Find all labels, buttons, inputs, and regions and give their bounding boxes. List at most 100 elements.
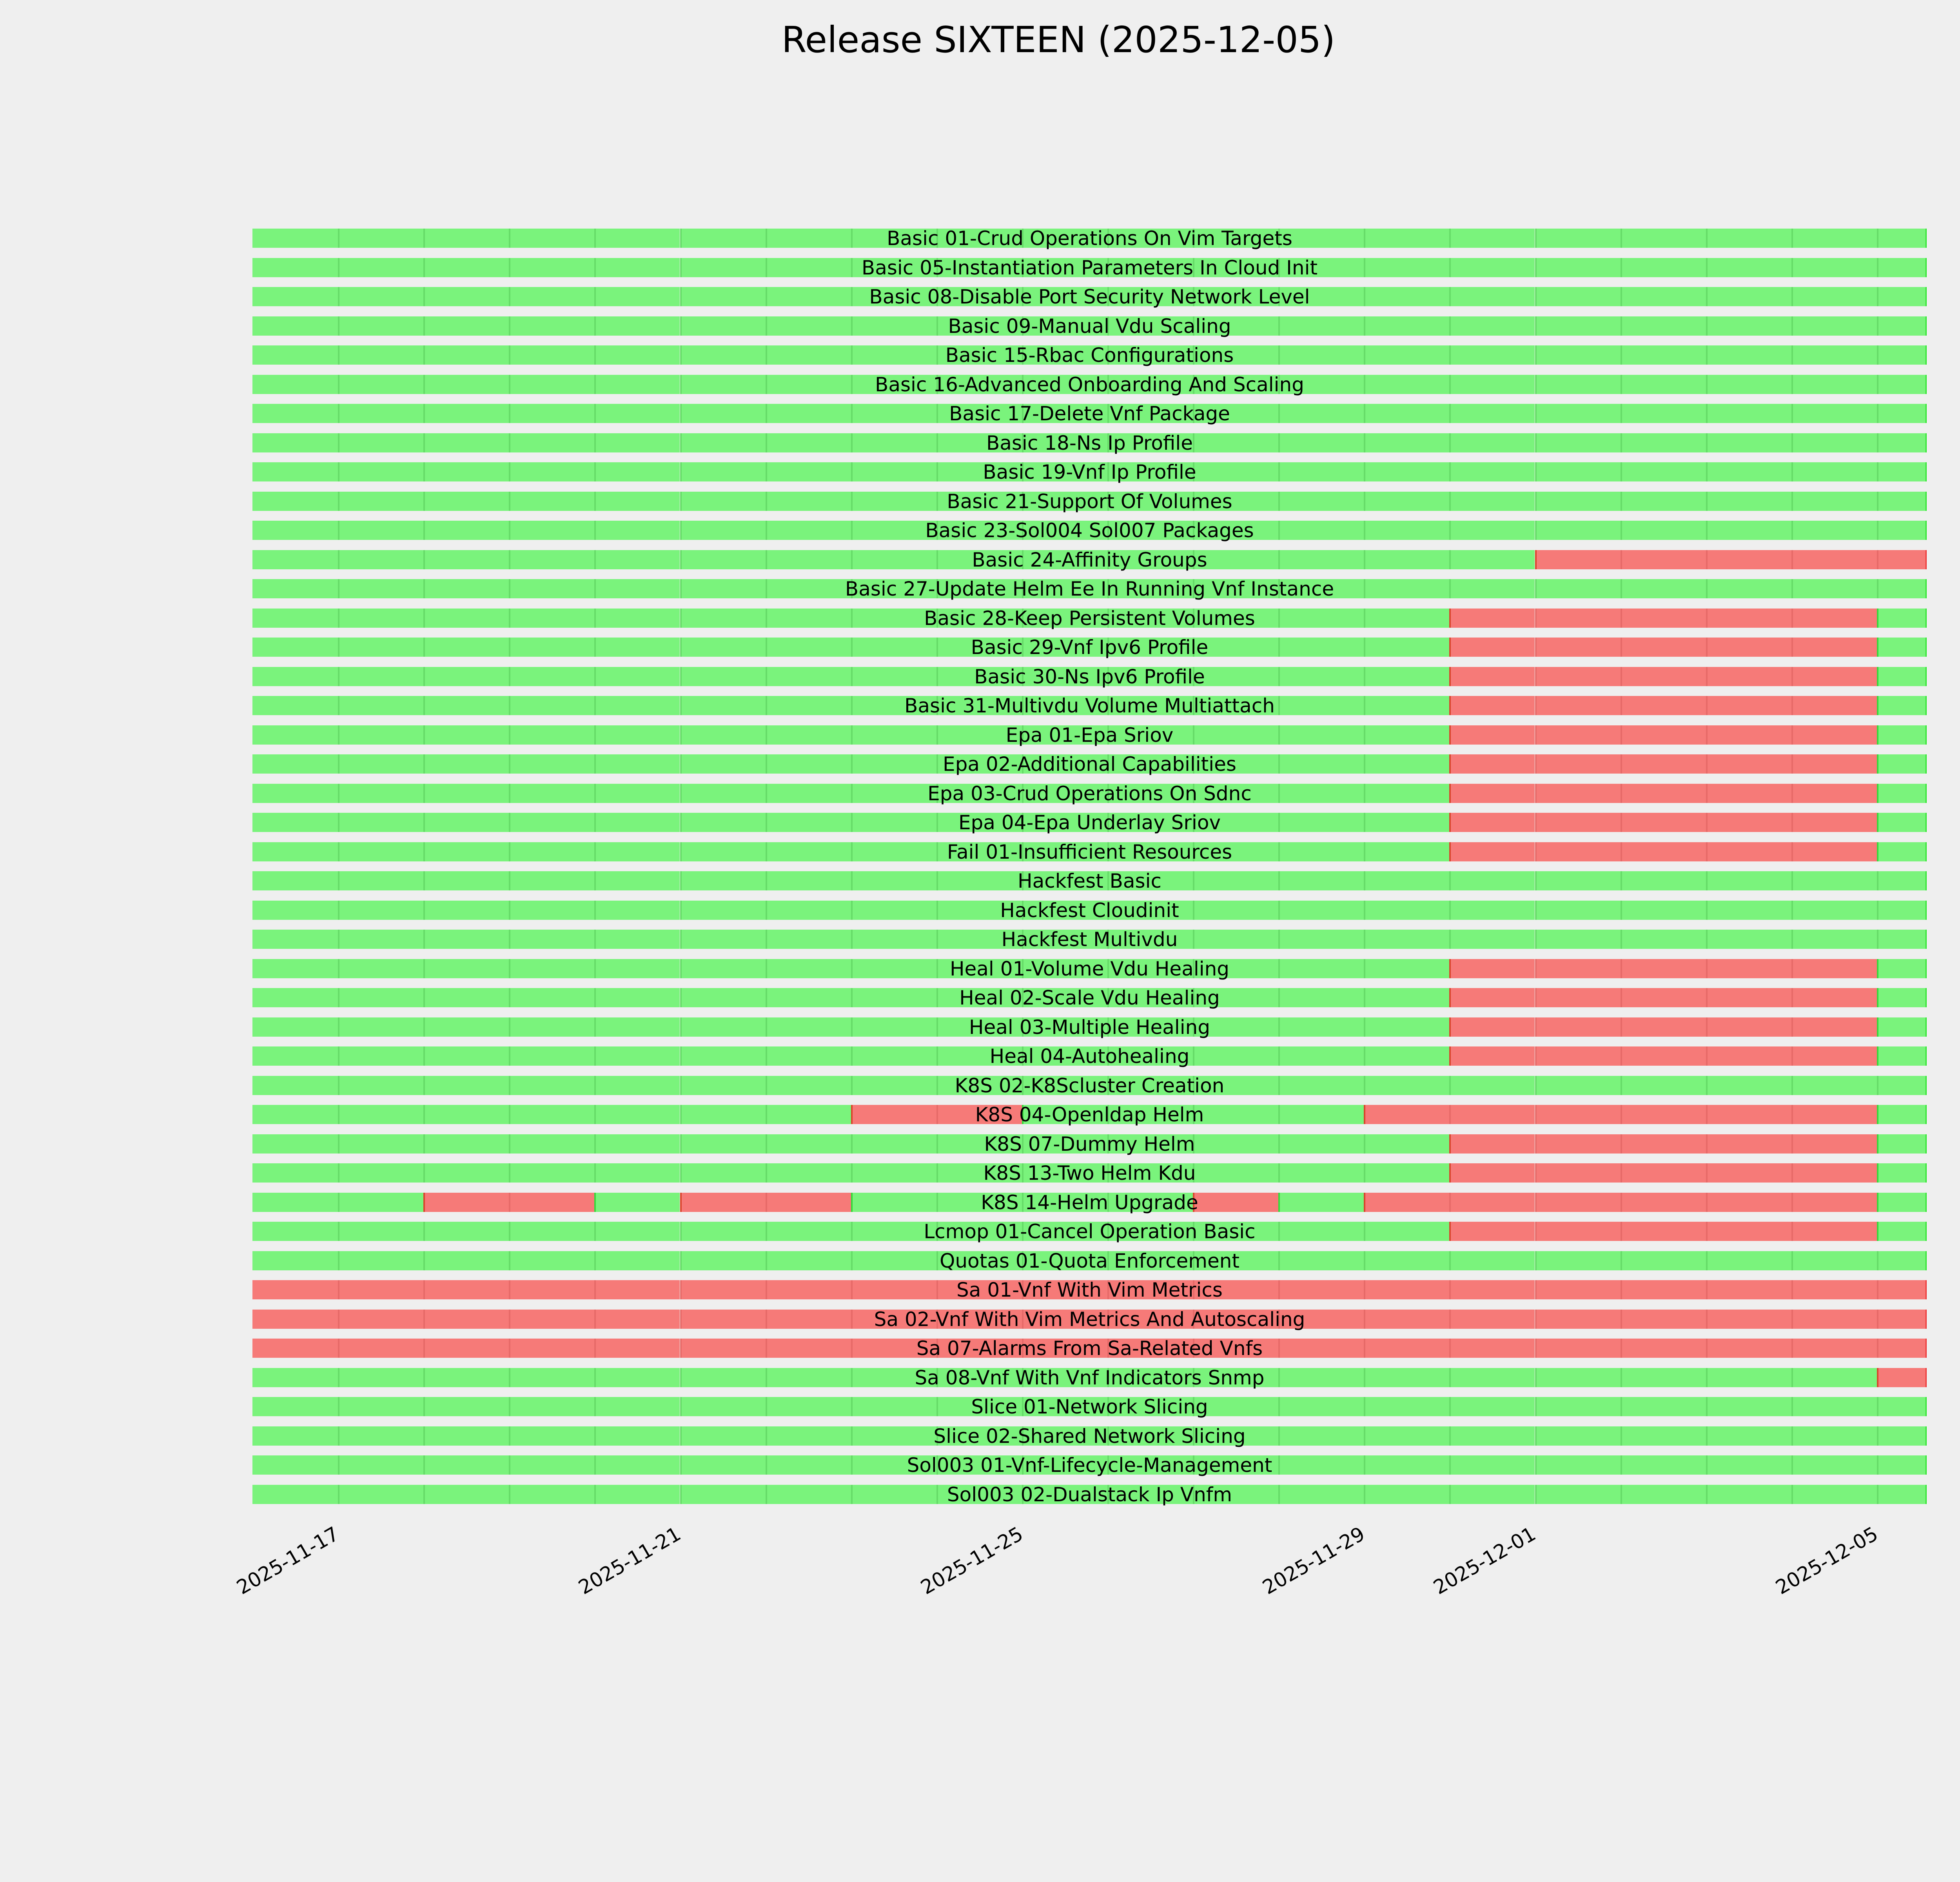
day-cell-fail	[1535, 1309, 1621, 1329]
day-cell-pass	[680, 521, 766, 540]
day-cell-pass	[765, 930, 851, 949]
day-cell-pass	[1449, 579, 1535, 598]
day-cell-pass	[765, 404, 851, 423]
day-cell-pass	[1022, 638, 1107, 657]
day-cell-pass	[423, 783, 509, 803]
day-cell-pass	[1278, 1192, 1364, 1212]
day-cell-pass	[1022, 1368, 1107, 1387]
day-cell-pass	[423, 930, 509, 949]
day-cell-pass	[1877, 1163, 1927, 1183]
day-cell-pass	[252, 316, 338, 336]
test-row: Sa 01-Vnf With Vim Metrics	[252, 1279, 1927, 1301]
day-cell-fail	[1706, 1222, 1791, 1241]
day-cell-fail	[1449, 842, 1535, 861]
day-cell-fail	[1791, 1309, 1877, 1329]
day-cell-pass	[1022, 1484, 1107, 1504]
day-cell-pass	[1107, 1046, 1193, 1066]
day-cell-pass	[594, 229, 680, 248]
day-cell-pass	[252, 608, 338, 628]
day-cell-pass	[1364, 696, 1450, 715]
day-cell-pass	[1107, 871, 1193, 890]
day-cell-pass	[423, 754, 509, 774]
day-cell-fail	[1535, 1280, 1621, 1299]
day-cell-pass	[423, 404, 509, 423]
day-cell-pass	[680, 1046, 766, 1066]
day-cell-fail	[1193, 1309, 1279, 1329]
day-cell-pass	[1364, 638, 1450, 657]
day-cell-pass	[680, 491, 766, 511]
day-cell-fail	[594, 1280, 680, 1299]
day-cell-fail	[1791, 959, 1877, 978]
day-cell-pass	[1364, 1075, 1450, 1095]
test-row: Lcmop 01-Cancel Operation Basic	[252, 1222, 1927, 1242]
day-cell-pass	[1278, 258, 1364, 277]
day-cell-pass	[1620, 1484, 1706, 1504]
day-cell-pass	[1278, 1484, 1364, 1504]
day-cell-pass	[1706, 1075, 1791, 1095]
day-cell-pass	[423, 667, 509, 686]
day-cell-pass	[1706, 404, 1791, 423]
day-cell-fail	[1535, 842, 1621, 861]
day-cell-pass	[1107, 316, 1193, 336]
day-cell-fail	[423, 1309, 509, 1329]
day-cell-pass	[936, 1222, 1022, 1241]
day-cell-fail	[1620, 696, 1706, 715]
day-cell-fail	[1449, 667, 1535, 686]
day-cell-pass	[338, 1017, 424, 1037]
day-cell-pass	[1278, 900, 1364, 920]
day-cell-pass	[1193, 638, 1279, 657]
day-cell-pass	[252, 1163, 338, 1183]
day-cell-pass	[1193, 287, 1279, 306]
day-cell-fail	[338, 1309, 424, 1329]
day-cell-pass	[1193, 842, 1279, 861]
day-cell-pass	[851, 696, 936, 715]
day-cell-pass	[509, 1484, 595, 1504]
day-cell-fail	[594, 1309, 680, 1329]
day-cell-pass	[1535, 433, 1621, 452]
day-cell-pass	[680, 959, 766, 978]
day-cell-pass	[509, 433, 595, 452]
day-cell-pass	[765, 813, 851, 832]
day-cell-pass	[423, 1075, 509, 1095]
day-cell-pass	[423, 842, 509, 861]
day-cell-pass	[1449, 345, 1535, 365]
day-cell-pass	[680, 608, 766, 628]
row-label: Sa 01-Vnf With Vim Metrics	[956, 1279, 1223, 1301]
day-cell-pass	[1278, 1251, 1364, 1270]
day-cell-fail	[1535, 1339, 1621, 1358]
day-cell-pass	[1107, 1222, 1193, 1241]
test-row: Basic 08-Disable Port Security Network L…	[252, 287, 1927, 307]
day-cell-fail	[1449, 813, 1535, 832]
day-cell-pass	[936, 550, 1022, 569]
day-cell-pass	[1193, 404, 1279, 423]
day-cell-pass	[680, 813, 766, 832]
day-cell-pass	[1877, 1105, 1927, 1124]
test-row: Basic 30-Ns Ipv6 Profile	[252, 667, 1927, 687]
day-cell-pass	[509, 491, 595, 511]
day-cell-fail	[1706, 725, 1791, 745]
day-cell-pass	[1107, 667, 1193, 686]
day-cell-pass	[1877, 1251, 1927, 1270]
day-cell-pass	[1877, 667, 1927, 686]
day-cell-pass	[680, 1426, 766, 1446]
day-cell-pass	[252, 345, 338, 365]
day-cell-pass	[1364, 404, 1450, 423]
day-cell-pass	[1107, 374, 1193, 394]
day-cell-pass	[1364, 374, 1450, 394]
day-cell-pass	[1449, 930, 1535, 949]
row-label: Heal 01-Volume Vdu Healing	[949, 957, 1230, 980]
row-label: K8S 13-Two Helm Kdu	[983, 1162, 1196, 1184]
day-cell-fail	[1535, 1017, 1621, 1037]
day-cell-pass	[1364, 433, 1450, 452]
day-cell-pass	[1364, 900, 1450, 920]
day-cell-pass	[423, 900, 509, 920]
day-cell-pass	[1107, 1455, 1193, 1475]
day-cell-pass	[594, 959, 680, 978]
day-cell-pass	[509, 900, 595, 920]
day-cell-fail	[1535, 988, 1621, 1007]
day-cell-pass	[1620, 1368, 1706, 1387]
day-cell-pass	[252, 258, 338, 277]
day-cell-pass	[1535, 287, 1621, 306]
day-cell-pass	[338, 258, 424, 277]
row-label: Basic 31-Multivdu Volume Multiattach	[904, 694, 1275, 717]
